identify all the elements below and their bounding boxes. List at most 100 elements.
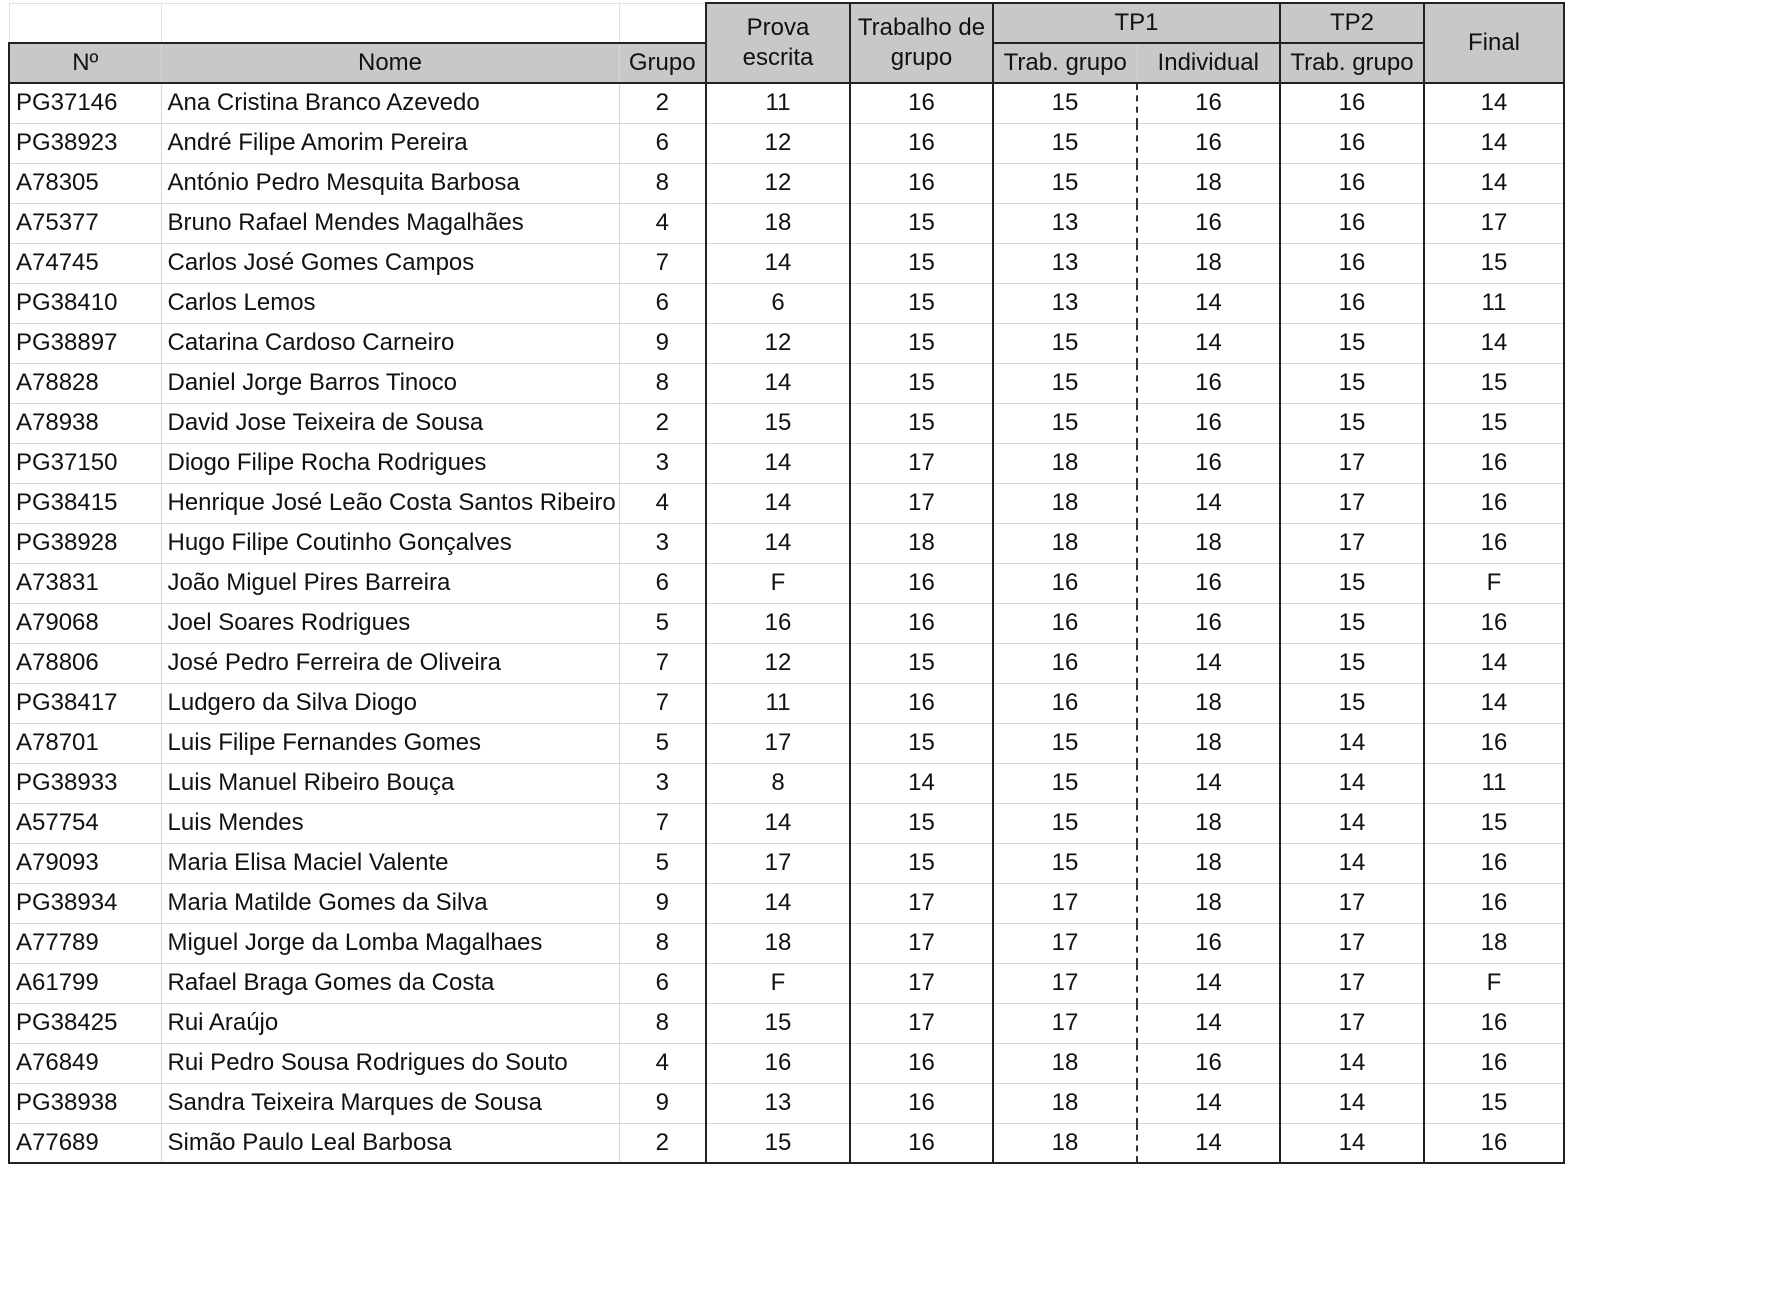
grades-table: Prova escrita Trabalho de grupo TP1 TP2 … — [8, 2, 1565, 1164]
blank-header-cell — [160, 2, 620, 44]
cell-written-exam: 17 — [705, 722, 851, 764]
cell-tp1-individual: 18 — [1136, 682, 1281, 724]
cell-tp1-individual: 18 — [1136, 722, 1281, 764]
cell-final-grade: 16 — [1423, 1122, 1565, 1164]
cell-student-name: Luis Filipe Fernandes Gomes — [160, 722, 620, 764]
cell-group-work: 17 — [849, 922, 994, 964]
cell-group-work: 15 — [849, 242, 994, 284]
header-grupo: Grupo — [618, 42, 707, 84]
cell-tp1-group-work: 15 — [992, 842, 1138, 884]
cell-tp1-individual: 14 — [1136, 322, 1281, 364]
cell-group: 6 — [618, 122, 707, 164]
cell-student-name: Hugo Filipe Coutinho Gonçalves — [160, 522, 620, 564]
table-row: PG38417 Ludgero da Silva Diogo 7 11 16 16 18 15… — [8, 682, 1565, 724]
cell-group: 2 — [618, 1122, 707, 1164]
table-row: A61799 Rafael Braga Gomes da Costa 6 F 17 17 1… — [8, 962, 1565, 1004]
cell-written-exam: 15 — [705, 1122, 851, 1164]
cell-student-number: A78938 — [8, 402, 162, 444]
cell-tp2-group-work: 16 — [1279, 162, 1425, 204]
cell-tp2-group-work: 17 — [1279, 482, 1425, 524]
cell-student-name: Sandra Teixeira Marques de Sousa — [160, 1082, 620, 1124]
header-tp2: TP2 — [1279, 2, 1425, 44]
cell-group-work: 17 — [849, 482, 994, 524]
cell-tp1-group-work: 15 — [992, 402, 1138, 444]
cell-written-exam: 14 — [705, 522, 851, 564]
cell-student-number: A77689 — [8, 1122, 162, 1164]
cell-student-name: Catarina Cardoso Carneiro — [160, 322, 620, 364]
table-row: A74745 Carlos José Gomes Campos 7 14 15 13 18 1… — [8, 242, 1565, 284]
cell-group: 9 — [618, 1082, 707, 1124]
header-prova-escrita: Prova escrita — [705, 2, 851, 84]
cell-tp1-individual: 14 — [1136, 1002, 1281, 1044]
cell-tp1-individual: 16 — [1136, 602, 1281, 644]
cell-final-grade: 15 — [1423, 402, 1565, 444]
cell-final-grade: 16 — [1423, 442, 1565, 484]
cell-student-number: PG38938 — [8, 1082, 162, 1124]
cell-student-name: Rafael Braga Gomes da Costa — [160, 962, 620, 1004]
cell-group-work: 16 — [849, 162, 994, 204]
cell-student-name: Maria Matilde Gomes da Silva — [160, 882, 620, 924]
cell-group: 5 — [618, 722, 707, 764]
cell-student-number: PG38425 — [8, 1002, 162, 1044]
cell-final-grade: 16 — [1423, 602, 1565, 644]
cell-student-name: Miguel Jorge da Lomba Magalhaes — [160, 922, 620, 964]
cell-tp2-group-work: 14 — [1279, 1082, 1425, 1124]
cell-group: 7 — [618, 802, 707, 844]
cell-tp2-group-work: 15 — [1279, 562, 1425, 604]
header-final: Final — [1423, 2, 1565, 84]
table-row: A57754 Luis Mendes 7 14 15 15 18 14 15 — [8, 802, 1565, 844]
table-row: A73831 João Miguel Pires Barreira 6 F 16 16 16… — [8, 562, 1565, 604]
cell-tp1-individual: 14 — [1136, 482, 1281, 524]
cell-tp1-group-work: 16 — [992, 602, 1138, 644]
header-tp1-individual: Individual — [1136, 42, 1281, 84]
cell-group: 2 — [618, 402, 707, 444]
cell-final-grade: 16 — [1423, 842, 1565, 884]
cell-tp2-group-work: 15 — [1279, 362, 1425, 404]
cell-tp2-group-work: 16 — [1279, 202, 1425, 244]
table-row: PG38425 Rui Araújo 8 15 17 17 14 17 16 — [8, 1002, 1565, 1044]
cell-final-grade: 16 — [1423, 1042, 1565, 1084]
cell-tp1-individual: 16 — [1136, 922, 1281, 964]
cell-written-exam: 15 — [705, 1002, 851, 1044]
cell-tp1-individual: 14 — [1136, 282, 1281, 324]
cell-student-number: PG38934 — [8, 882, 162, 924]
table-row: A78701 Luis Filipe Fernandes Gomes 5 17 15 15… — [8, 722, 1565, 764]
cell-tp1-group-work: 18 — [992, 1082, 1138, 1124]
cell-group: 3 — [618, 762, 707, 804]
cell-group-work: 15 — [849, 642, 994, 684]
table-row: PG38928 Hugo Filipe Coutinho Gonçalves 3 14… — [8, 522, 1565, 564]
cell-tp1-group-work: 18 — [992, 1042, 1138, 1084]
cell-student-name: Henrique José Leão Costa Santos Ribeiro — [160, 482, 620, 524]
cell-group-work: 15 — [849, 282, 994, 324]
cell-tp1-group-work: 13 — [992, 282, 1138, 324]
cell-group: 6 — [618, 962, 707, 1004]
cell-group-work: 16 — [849, 562, 994, 604]
table-row: PG38923 André Filipe Amorim Pereira 6 12 16 1… — [8, 122, 1565, 164]
cell-tp1-group-work: 15 — [992, 322, 1138, 364]
cell-tp1-group-work: 17 — [992, 962, 1138, 1004]
cell-group-work: 15 — [849, 802, 994, 844]
cell-written-exam: 13 — [705, 1082, 851, 1124]
cell-student-name: Rui Pedro Sousa Rodrigues do Souto — [160, 1042, 620, 1084]
cell-tp2-group-work: 16 — [1279, 242, 1425, 284]
cell-written-exam: 8 — [705, 762, 851, 804]
cell-final-grade: 14 — [1423, 122, 1565, 164]
cell-student-name: Simão Paulo Leal Barbosa — [160, 1122, 620, 1164]
cell-student-name: Rui Araújo — [160, 1002, 620, 1044]
cell-written-exam: F — [705, 562, 851, 604]
cell-student-number: PG38415 — [8, 482, 162, 524]
cell-tp2-group-work: 14 — [1279, 802, 1425, 844]
cell-written-exam: 17 — [705, 842, 851, 884]
cell-written-exam: 15 — [705, 402, 851, 444]
cell-written-exam: 12 — [705, 642, 851, 684]
table-row: PG38938 Sandra Teixeira Marques de Sousa 9… — [8, 1082, 1565, 1124]
header-prova-escrita-line1: Prova — [746, 14, 810, 41]
cell-final-grade: 16 — [1423, 482, 1565, 524]
cell-student-number: PG38928 — [8, 522, 162, 564]
cell-student-number: A77789 — [8, 922, 162, 964]
cell-written-exam: 16 — [705, 1042, 851, 1084]
cell-final-grade: 15 — [1423, 1082, 1565, 1124]
cell-tp2-group-work: 15 — [1279, 602, 1425, 644]
cell-student-name: Luis Mendes — [160, 802, 620, 844]
cell-group: 3 — [618, 442, 707, 484]
